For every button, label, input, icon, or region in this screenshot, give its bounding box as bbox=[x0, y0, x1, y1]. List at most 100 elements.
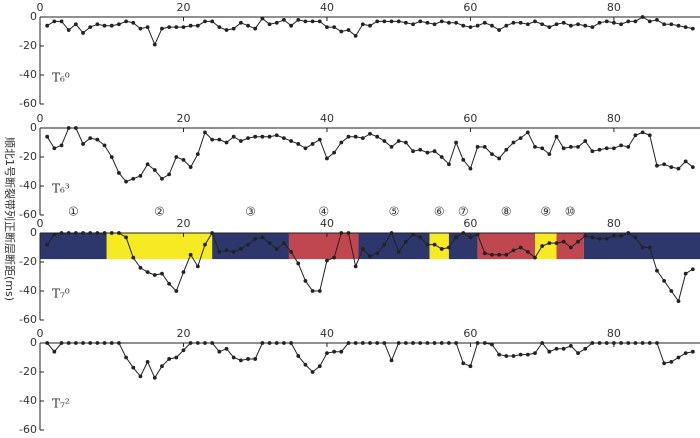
data-point bbox=[497, 156, 502, 161]
data-point bbox=[346, 134, 351, 139]
data-point bbox=[475, 144, 480, 149]
data-point bbox=[612, 20, 616, 25]
data-point bbox=[662, 162, 667, 167]
data-point bbox=[504, 147, 509, 152]
data-point bbox=[375, 341, 380, 345]
data-point bbox=[59, 143, 64, 148]
data-point bbox=[439, 341, 444, 345]
data-point bbox=[454, 235, 458, 240]
data-point bbox=[274, 20, 279, 25]
data-point bbox=[253, 357, 258, 361]
data-point bbox=[267, 134, 272, 139]
data-point bbox=[368, 23, 372, 28]
data-point bbox=[231, 134, 236, 139]
data-point bbox=[131, 176, 136, 181]
x-tick-label: 0 bbox=[37, 217, 44, 230]
data-point bbox=[124, 235, 128, 240]
data-point bbox=[389, 19, 394, 24]
y-tick-label: -60 bbox=[19, 208, 37, 221]
y-tick-label: -20 bbox=[19, 150, 37, 163]
data-point bbox=[554, 346, 559, 351]
x-tick-label: 60 bbox=[463, 112, 477, 125]
band-label: ④ bbox=[318, 205, 329, 219]
x-tick-label: 40 bbox=[320, 217, 334, 230]
data-point bbox=[138, 374, 143, 379]
data-point bbox=[145, 162, 150, 167]
data-point bbox=[633, 235, 638, 240]
band bbox=[288, 233, 359, 260]
data-point bbox=[626, 231, 631, 235]
data-point bbox=[102, 23, 107, 28]
data-point bbox=[533, 144, 537, 149]
panel: 0 20 40 60 80 0 -20 -40 -60 T₆³ bbox=[19, 112, 700, 221]
data-point bbox=[683, 25, 688, 30]
data-point bbox=[583, 139, 588, 143]
data-point bbox=[66, 231, 71, 235]
data-point bbox=[332, 25, 337, 30]
data-point bbox=[95, 231, 100, 235]
data-point bbox=[203, 242, 207, 247]
data-point bbox=[518, 245, 523, 250]
data-point bbox=[432, 242, 437, 247]
data-point bbox=[418, 19, 423, 24]
data-point bbox=[576, 22, 580, 27]
data-point bbox=[389, 358, 394, 363]
data-point bbox=[540, 22, 545, 27]
data-line bbox=[46, 342, 693, 379]
data-point bbox=[274, 133, 279, 138]
data-point bbox=[597, 236, 602, 241]
data-point bbox=[612, 146, 616, 151]
data-point bbox=[612, 234, 616, 238]
data-point bbox=[554, 241, 559, 246]
data-point bbox=[210, 231, 215, 235]
data-point bbox=[73, 231, 78, 235]
y-tick-label: -40 bbox=[19, 179, 37, 192]
data-point bbox=[375, 251, 380, 256]
y-tick-label: -60 bbox=[19, 313, 37, 326]
data-point bbox=[411, 341, 415, 345]
band-label: ⑦ bbox=[458, 205, 469, 219]
data-point bbox=[504, 354, 509, 358]
data-point bbox=[52, 146, 57, 151]
band-label: ⑨ bbox=[540, 205, 551, 219]
data-point bbox=[203, 130, 207, 135]
data-point bbox=[504, 23, 509, 28]
data-point bbox=[310, 142, 315, 146]
data-point bbox=[145, 359, 150, 364]
data-point bbox=[482, 341, 487, 345]
data-point bbox=[346, 231, 351, 235]
data-point bbox=[461, 158, 466, 162]
data-point bbox=[396, 341, 401, 345]
y-tick-label: 0 bbox=[30, 336, 37, 349]
data-point bbox=[246, 23, 250, 28]
data-point bbox=[360, 247, 365, 251]
x-tick-label: 80 bbox=[607, 112, 621, 125]
data-point bbox=[554, 134, 559, 139]
data-point bbox=[518, 352, 523, 357]
data-line bbox=[46, 16, 693, 46]
data-point bbox=[475, 341, 480, 345]
data-point bbox=[619, 143, 623, 148]
data-point bbox=[102, 231, 107, 235]
data-point bbox=[382, 19, 387, 24]
data-point bbox=[88, 341, 93, 345]
data-point bbox=[224, 346, 229, 351]
data-point bbox=[195, 264, 200, 269]
data-point bbox=[633, 341, 638, 345]
data-point bbox=[511, 140, 516, 145]
data-point bbox=[217, 349, 222, 354]
data-point bbox=[310, 370, 315, 374]
data-point bbox=[547, 241, 552, 246]
data-point bbox=[375, 19, 380, 24]
data-point bbox=[482, 20, 487, 25]
data-point bbox=[52, 349, 57, 354]
data-point bbox=[590, 341, 595, 345]
data-point bbox=[167, 172, 172, 177]
data-point bbox=[45, 134, 50, 139]
band bbox=[106, 233, 213, 260]
data-point bbox=[360, 341, 365, 345]
data-point bbox=[568, 245, 573, 250]
data-point bbox=[468, 166, 473, 171]
data-point bbox=[655, 268, 659, 273]
data-point bbox=[454, 140, 458, 145]
